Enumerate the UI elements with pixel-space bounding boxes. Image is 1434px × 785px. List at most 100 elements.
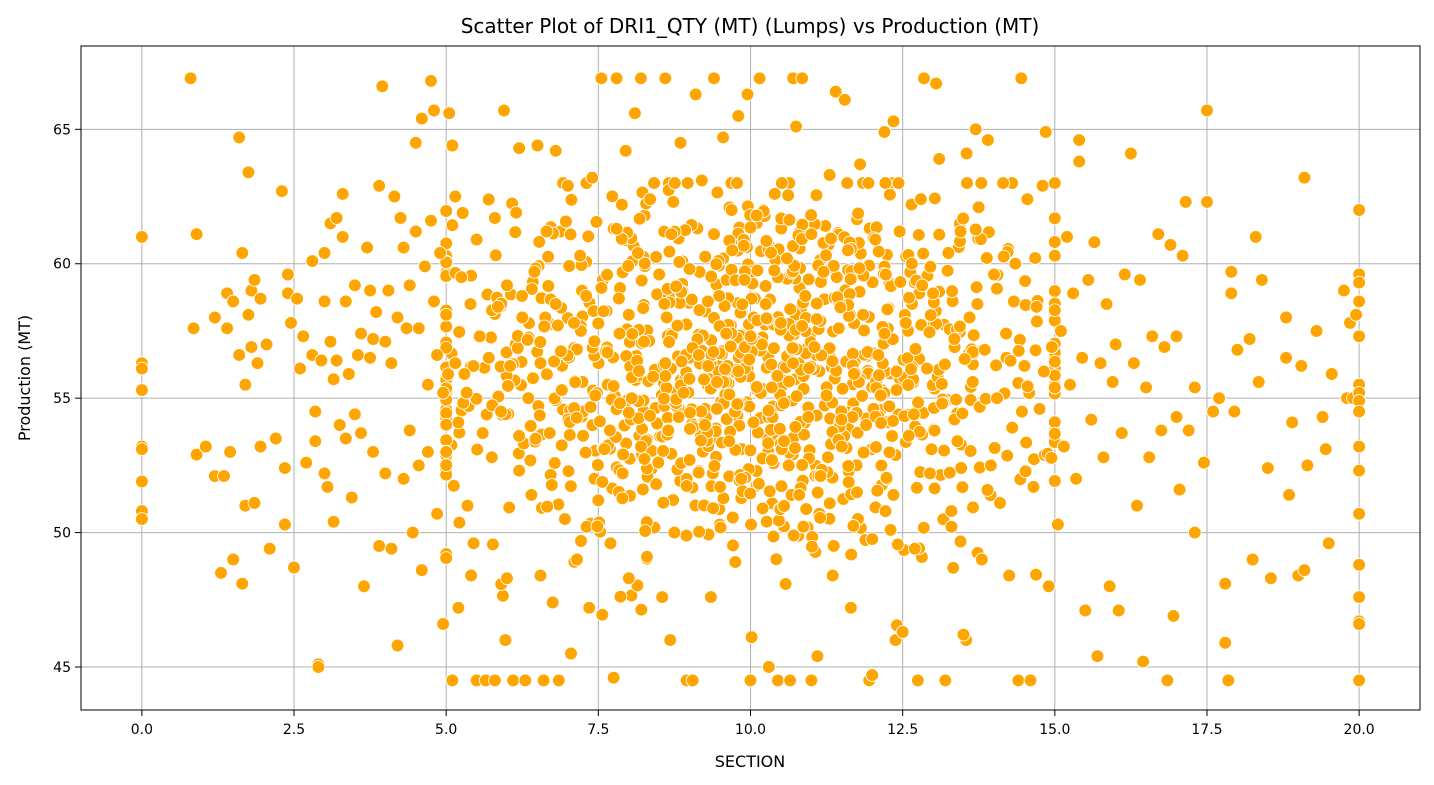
scatter-point xyxy=(786,528,801,543)
scatter-point xyxy=(977,342,992,357)
scatter-point xyxy=(396,240,411,255)
scatter-point xyxy=(942,465,957,480)
scatter-point xyxy=(807,340,822,354)
scatter-point xyxy=(439,406,454,421)
scatter-point xyxy=(208,310,222,325)
scatter-point xyxy=(706,345,721,359)
scatter-point xyxy=(1279,310,1293,325)
scatter-point xyxy=(1136,654,1150,669)
scatter-point xyxy=(1172,482,1187,497)
scatter-point xyxy=(788,420,803,434)
scatter-point xyxy=(329,353,344,368)
scatter-point xyxy=(883,523,898,537)
scatter-point xyxy=(594,71,609,86)
scatter-point xyxy=(418,259,432,274)
scatter-point xyxy=(244,340,259,354)
scatter-point xyxy=(944,504,959,518)
scatter-point xyxy=(821,450,835,465)
scatter-point xyxy=(893,275,908,289)
scatter-point xyxy=(959,146,974,161)
scatter-point xyxy=(1066,286,1080,301)
scatter-point xyxy=(655,590,670,604)
scatter-point xyxy=(1011,673,1026,688)
scatter-point xyxy=(421,377,435,392)
scatter-point xyxy=(573,248,587,263)
scatter-point xyxy=(545,595,560,610)
scatter-point xyxy=(883,187,897,202)
scatter-point xyxy=(737,273,752,287)
scatter-point xyxy=(235,246,250,260)
scatter-point xyxy=(1169,329,1184,344)
scatter-point xyxy=(1102,579,1117,594)
scatter-point xyxy=(944,519,959,534)
scatter-point xyxy=(1003,353,1018,368)
scatter-point xyxy=(916,520,931,535)
scatter-point xyxy=(953,319,967,334)
scatter-point xyxy=(387,189,402,204)
scatter-point xyxy=(1020,192,1035,207)
scatter-point xyxy=(938,673,953,688)
scatter-point xyxy=(680,176,695,190)
scatter-point xyxy=(1337,283,1351,298)
scatter-point xyxy=(656,444,670,458)
scatter-point xyxy=(923,466,937,481)
scatter-point xyxy=(1242,332,1257,346)
scatter-point xyxy=(658,71,673,86)
scatter-point xyxy=(472,329,487,344)
scatter-point xyxy=(882,399,897,414)
scatter-point xyxy=(990,281,1004,296)
scatter-point xyxy=(1018,464,1033,479)
scatter-point xyxy=(819,248,833,263)
scatter-point xyxy=(856,307,870,322)
scatter-point xyxy=(652,267,667,282)
scatter-point xyxy=(829,270,844,285)
scatter-point xyxy=(707,227,721,242)
scatter-point xyxy=(970,297,985,311)
scatter-point xyxy=(825,354,840,369)
scatter-point xyxy=(1260,461,1275,475)
scatter-point xyxy=(847,367,861,381)
scatter-point xyxy=(1187,525,1202,540)
scatter-point xyxy=(439,458,454,473)
data-points xyxy=(135,71,1366,688)
scatter-point xyxy=(957,352,972,366)
scatter-point xyxy=(247,273,262,287)
scatter-point xyxy=(1248,230,1263,244)
scatter-point xyxy=(796,519,811,534)
scatter-point xyxy=(907,407,921,422)
scatter-point xyxy=(769,552,784,567)
scatter-point xyxy=(871,348,886,362)
scatter-point xyxy=(1352,439,1366,454)
scatter-point xyxy=(1026,480,1041,494)
scatter-point xyxy=(217,469,231,483)
scatter-point xyxy=(980,483,995,497)
scatter-point xyxy=(1028,251,1043,265)
scatter-point xyxy=(764,357,779,372)
scatter-point xyxy=(1014,71,1029,86)
scatter-point xyxy=(323,334,338,349)
scatter-point xyxy=(1099,297,1114,311)
scatter-point xyxy=(532,408,547,423)
scatter-point xyxy=(588,388,603,403)
scatter-point xyxy=(885,429,899,443)
scatter-point xyxy=(1038,125,1053,139)
scatter-point xyxy=(384,541,399,556)
scatter-point xyxy=(767,263,782,278)
scatter-point xyxy=(1047,426,1062,441)
scatter-point xyxy=(414,563,429,578)
scatter-point xyxy=(484,330,498,345)
scatter-point xyxy=(278,517,292,532)
scatter-point xyxy=(1133,273,1147,287)
scatter-point xyxy=(871,244,886,259)
scatter-point xyxy=(941,246,956,260)
scatter-point xyxy=(659,310,674,325)
scatter-point xyxy=(1084,412,1099,427)
scatter-point xyxy=(523,419,538,433)
scatter-point xyxy=(878,176,893,190)
scatter-point xyxy=(989,358,1003,373)
scatter-point xyxy=(684,292,699,307)
scatter-point xyxy=(932,227,947,242)
scatter-point xyxy=(767,187,782,201)
scatter-point xyxy=(725,243,740,258)
scatter-point xyxy=(1020,379,1035,394)
